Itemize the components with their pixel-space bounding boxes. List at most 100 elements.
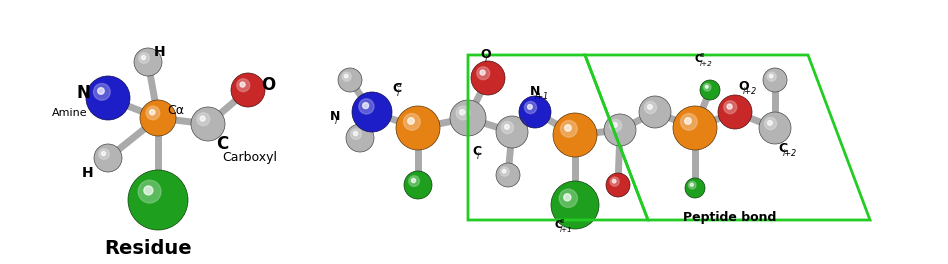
Circle shape	[240, 82, 246, 87]
Circle shape	[681, 114, 697, 130]
Circle shape	[559, 189, 577, 208]
Circle shape	[527, 105, 532, 109]
Circle shape	[560, 120, 577, 137]
Circle shape	[362, 103, 369, 109]
Text: O: O	[480, 48, 491, 61]
Circle shape	[496, 116, 528, 148]
Circle shape	[639, 96, 671, 128]
Circle shape	[98, 88, 104, 94]
Circle shape	[612, 122, 617, 127]
Circle shape	[150, 110, 155, 115]
Circle shape	[501, 167, 509, 176]
Circle shape	[564, 194, 571, 201]
Circle shape	[610, 119, 622, 131]
Circle shape	[460, 110, 465, 115]
Circle shape	[144, 186, 153, 195]
Circle shape	[346, 124, 374, 152]
Circle shape	[703, 83, 711, 91]
Circle shape	[146, 106, 160, 120]
Circle shape	[477, 67, 490, 80]
Circle shape	[140, 100, 176, 136]
Circle shape	[727, 104, 732, 109]
Circle shape	[759, 112, 791, 144]
Circle shape	[763, 68, 787, 92]
Text: Cα: Cα	[168, 103, 185, 116]
Circle shape	[342, 72, 351, 81]
Circle shape	[138, 53, 150, 63]
Circle shape	[94, 83, 110, 100]
Circle shape	[723, 101, 737, 114]
Circle shape	[611, 177, 619, 186]
Circle shape	[496, 163, 520, 187]
Circle shape	[768, 120, 773, 125]
Text: α: α	[559, 218, 564, 224]
Circle shape	[101, 152, 105, 155]
Circle shape	[606, 173, 630, 197]
Text: i+2: i+2	[783, 149, 797, 158]
Circle shape	[553, 113, 597, 157]
Circle shape	[700, 80, 720, 100]
Text: H: H	[155, 45, 166, 59]
Bar	[0, 0, 295, 264]
Circle shape	[404, 114, 420, 130]
Text: i: i	[335, 117, 337, 126]
Text: Amine: Amine	[52, 108, 88, 118]
Circle shape	[685, 178, 705, 198]
Text: C: C	[392, 82, 401, 95]
Circle shape	[501, 121, 514, 134]
Text: C: C	[216, 135, 228, 153]
Circle shape	[354, 131, 357, 136]
Circle shape	[404, 171, 432, 199]
Text: i+2: i+2	[700, 61, 712, 67]
Circle shape	[764, 117, 776, 130]
Circle shape	[524, 101, 537, 114]
Text: α: α	[700, 52, 703, 58]
Circle shape	[456, 106, 470, 120]
Circle shape	[767, 72, 776, 81]
Circle shape	[604, 114, 636, 146]
Circle shape	[645, 101, 657, 114]
Text: i: i	[477, 152, 479, 161]
Circle shape	[141, 55, 146, 60]
Circle shape	[134, 48, 162, 76]
Text: C: C	[778, 142, 787, 155]
Circle shape	[409, 176, 419, 186]
Circle shape	[690, 183, 693, 186]
Circle shape	[502, 169, 506, 173]
Circle shape	[612, 179, 616, 183]
Circle shape	[519, 96, 551, 128]
Bar	[295, 0, 948, 264]
Circle shape	[358, 99, 374, 114]
Circle shape	[504, 125, 509, 129]
Circle shape	[128, 170, 188, 230]
Text: C: C	[695, 54, 703, 64]
Text: α: α	[397, 82, 402, 88]
Circle shape	[718, 95, 752, 129]
Text: N: N	[530, 85, 540, 98]
Text: Residue: Residue	[104, 238, 191, 257]
Circle shape	[450, 100, 486, 136]
Circle shape	[411, 178, 415, 183]
Text: Carboxyl: Carboxyl	[222, 152, 277, 164]
Circle shape	[471, 61, 505, 95]
Circle shape	[565, 125, 572, 131]
Circle shape	[197, 113, 210, 126]
Text: O: O	[261, 76, 275, 94]
Text: i: i	[485, 55, 487, 64]
Circle shape	[138, 180, 161, 203]
Text: H: H	[82, 166, 94, 180]
Circle shape	[338, 68, 362, 92]
Circle shape	[86, 76, 130, 120]
Text: i+1: i+1	[535, 92, 549, 101]
Text: i: i	[397, 89, 399, 98]
Circle shape	[673, 106, 717, 150]
Circle shape	[352, 92, 392, 132]
Circle shape	[770, 74, 773, 78]
Circle shape	[684, 118, 691, 124]
Text: i+2: i+2	[743, 87, 757, 96]
Text: C: C	[472, 145, 482, 158]
Circle shape	[705, 85, 708, 88]
Circle shape	[351, 129, 361, 139]
Circle shape	[344, 74, 348, 78]
Circle shape	[408, 118, 414, 124]
